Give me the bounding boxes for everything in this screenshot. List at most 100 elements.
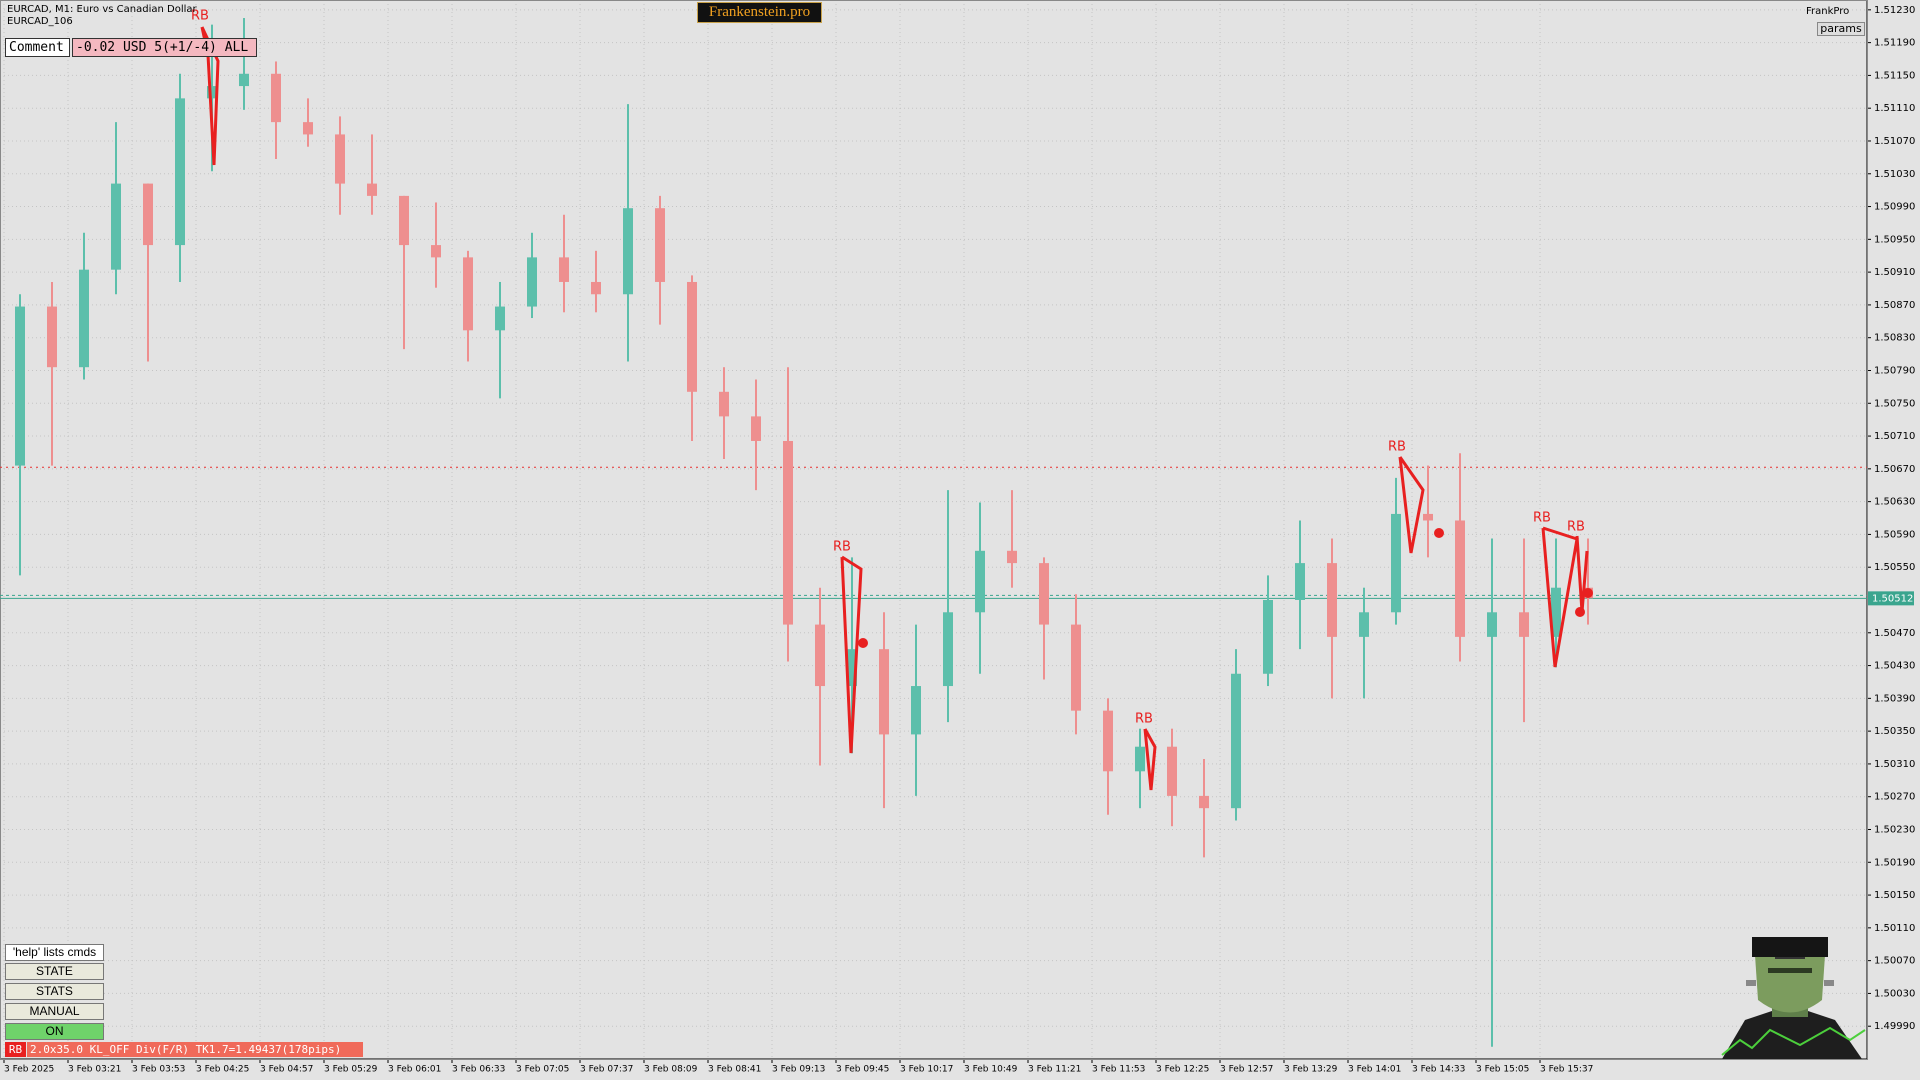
candle-body [1039,563,1049,625]
candle-body [1071,624,1081,711]
mascot-face [1755,940,1825,1013]
candle-body [271,73,281,123]
y-tick-label: 1.50270 [1874,792,1915,803]
candle-body [399,195,409,246]
candle-body [431,245,441,258]
rb-label: RB [1533,511,1551,526]
candle-body [719,391,729,417]
candle-body [943,612,953,687]
candle-body [975,550,985,613]
mascot-hair [1752,937,1828,957]
mascot [1721,937,1866,1059]
y-tick-label: 1.51070 [1874,136,1915,147]
y-tick-label: 1.50790 [1874,365,1915,376]
brand[interactable]: Frankenstein.pro [697,2,822,23]
panel-button[interactable]: MANUAL [5,1003,104,1020]
candle-body [1135,746,1145,772]
panel-button[interactable]: STATE [5,963,104,980]
y-tick-label: 1.50350 [1874,726,1915,737]
candle-body [1551,587,1561,637]
x-tick-label: 3 Feb 14:33 [1412,1065,1465,1075]
y-tick-label: 1.50230 [1874,824,1915,835]
rb-label: RB [1567,520,1585,535]
candle-body [175,98,185,246]
status-text: 2.0x35.0 KL_OFF Div(F/R) TK1.7=1.49437(1… [27,1042,363,1057]
rb-label: RB [1388,440,1406,455]
mascot-eyes [1768,968,1812,973]
x-tick-label: 3 Feb 09:45 [836,1065,889,1075]
y-tick-label: 1.50190 [1874,857,1915,868]
x-tick-label: 3 Feb 09:13 [772,1065,825,1075]
y-tick-label: 1.50310 [1874,759,1915,770]
candle-body [1519,612,1529,637]
candle-body [15,306,25,466]
y-tick-label: 1.51110 [1874,103,1915,114]
candle-body [1423,513,1433,521]
y-tick-label: 1.50470 [1874,628,1915,639]
y-tick-label: 1.50990 [1874,202,1915,213]
mascot-bolt [1824,980,1834,986]
candle-body [1327,563,1337,637]
price-label: 1.50512 [1872,593,1913,604]
candle-body [143,183,153,246]
x-tick-label: 3 Feb 12:57 [1220,1065,1273,1075]
candle-body [1391,513,1401,613]
candle-body [1231,673,1241,809]
x-tick-label: 3 Feb 10:49 [964,1065,1018,1075]
y-tick-label: 1.50950 [1874,234,1915,245]
candle-body [751,416,761,441]
x-tick-label: 3 Feb 03:53 [132,1065,185,1075]
x-tick-label: 3 Feb 15:05 [1476,1065,1529,1075]
x-tick-label: 3 Feb 08:09 [644,1065,698,1075]
params-button[interactable]: params [1817,22,1865,36]
x-tick-label: 3 Feb 2025 [4,1065,54,1075]
mascot-coat [1722,1005,1862,1059]
account-label: EURCAD_106 [7,16,73,27]
y-tick-label: 1.50630 [1874,497,1915,508]
candle-body [559,257,569,282]
x-tick-label: 3 Feb 14:01 [1348,1065,1401,1075]
status-tag: RB [5,1042,26,1057]
rb-marker [1583,588,1593,598]
candle-body [879,649,889,735]
rb-drawing [1575,535,1589,613]
panel-button[interactable]: STATS [5,983,104,1000]
x-tick-label: 3 Feb 08:41 [708,1065,761,1075]
rb-label: RB [833,540,851,555]
frame [0,0,1868,1060]
y-tick-label: 1.50070 [1874,956,1915,967]
y-tick-label: 1.50870 [1874,300,1915,311]
candle-body [1263,599,1273,674]
candle-body [1007,550,1017,564]
y-tick-label: 1.50910 [1874,267,1915,278]
plot-area [0,0,1867,1059]
candle-body [79,269,89,368]
candle-body [495,306,505,331]
y-tick-label: 1.50750 [1874,398,1915,409]
candle-body [1487,612,1497,637]
candle-body [687,281,697,392]
symbol-line: EURCAD, M1: Euro vs Canadian Dollar [7,4,197,15]
rb-marker [858,638,868,648]
candle-body [623,208,633,295]
candle-body [815,624,825,687]
x-tick-label: 3 Feb 11:53 [1092,1065,1145,1075]
panel-button[interactable]: ON [5,1023,104,1040]
y-tick-label: 1.49990 [1874,1021,1915,1032]
candle-body [239,73,249,87]
candle-body [367,183,377,196]
y-tick-label: 1.50110 [1874,923,1915,934]
y-tick-label: 1.50430 [1874,661,1915,672]
candle-body [847,649,857,687]
x-tick-label: 3 Feb 13:29 [1284,1065,1338,1075]
candle-body [1359,612,1369,637]
y-tick-label: 1.50550 [1874,562,1915,573]
y-tick-label: 1.50670 [1874,464,1915,475]
candle-body [1199,795,1209,809]
y-tick-label: 1.50710 [1874,431,1915,442]
candle-body [303,122,313,135]
x-tick-label: 3 Feb 07:37 [580,1065,633,1075]
x-tick-label: 3 Feb 05:29 [324,1065,378,1075]
x-tick-label: 3 Feb 07:05 [516,1065,569,1075]
comment-label: Comment [5,38,70,57]
